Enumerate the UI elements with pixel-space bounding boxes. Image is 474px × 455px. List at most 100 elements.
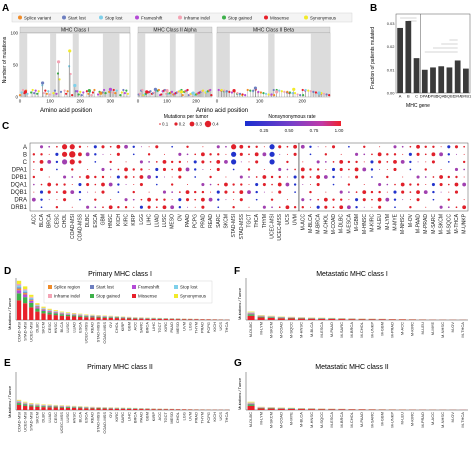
heat-dot (33, 184, 35, 186)
heat-dot (94, 176, 96, 178)
domain-shade (268, 33, 274, 97)
row-label: DRA (14, 198, 27, 204)
heat-dot (302, 184, 303, 185)
heat-dot (448, 206, 450, 208)
column-label: UVM (293, 214, 299, 225)
heat-dot (325, 169, 326, 170)
heat-dot (187, 184, 188, 185)
heat-dot (224, 191, 227, 194)
bar (422, 70, 428, 93)
legend-label: Inframe indel (184, 15, 210, 20)
heat-dot (278, 191, 281, 194)
bar-segment (139, 409, 143, 410)
heat-dot (95, 192, 96, 193)
x-tick-label: M-SARC (369, 412, 374, 428)
x-tick-label: SKCM (41, 322, 46, 334)
column-label: UCS (285, 213, 291, 224)
lollipop-head (180, 90, 183, 93)
x-tick-label: UCEC-MSS (59, 412, 64, 434)
heat-dot (269, 144, 274, 149)
x-tick-label: TGCT (163, 411, 168, 422)
x-tick-label: THCA (224, 322, 229, 333)
heat-dot (440, 183, 443, 186)
lollipop-head (60, 91, 62, 93)
column-label: UCEC-MSS (277, 213, 283, 240)
bar-segment (308, 409, 315, 410)
legend-label: Splice variant (24, 15, 52, 20)
lollipop-head (252, 90, 254, 92)
heat-dot (126, 161, 127, 162)
domain-shade (73, 33, 79, 97)
heat-dot (355, 175, 358, 178)
lollipop-head (55, 93, 57, 95)
heat-dot (310, 153, 312, 155)
heat-dot (463, 161, 465, 163)
legend-swatch (62, 16, 66, 20)
heat-dot (209, 198, 213, 202)
x-tick-label: M-ACC (400, 322, 405, 335)
heat-dot (55, 153, 58, 156)
bar-segment (308, 319, 315, 320)
heat-dot (287, 154, 288, 155)
bar-segment (369, 319, 376, 320)
bar-segment (41, 310, 45, 311)
heat-dot (140, 183, 143, 186)
legend-swatch (174, 285, 178, 289)
heat-dot (286, 183, 290, 187)
heat-dot (56, 169, 58, 171)
column-label: DLBC (85, 214, 91, 228)
bar-segment (145, 319, 149, 320)
heat-dot (348, 183, 350, 185)
heat-dot (86, 152, 90, 156)
heat-dot (462, 205, 466, 209)
legend-swatch (48, 294, 52, 298)
heat-dot (410, 146, 412, 148)
heat-dot (147, 175, 151, 179)
heat-dot (70, 190, 74, 194)
bar-segment (379, 319, 386, 320)
bar-segment (96, 318, 100, 320)
heat-dot (371, 168, 373, 170)
heat-dot (332, 145, 335, 148)
bar-segment (298, 318, 305, 319)
lollipop-head (20, 91, 22, 93)
lollipop-head (125, 90, 127, 92)
bar (414, 58, 420, 93)
heat-dot (286, 161, 288, 163)
bar-segment (23, 294, 27, 297)
bar-segment (29, 297, 33, 298)
heat-dot (224, 183, 228, 187)
lollipop-head (81, 94, 83, 96)
heat-dot (409, 161, 411, 163)
heat-dot (316, 175, 320, 179)
size-legend-label: 0.3 (196, 122, 203, 127)
lollipop-head (296, 93, 298, 95)
bar-segment (47, 314, 51, 320)
lollipop-head (139, 93, 141, 95)
heat-dot (362, 168, 366, 172)
x-tick-label: M-PAAD (359, 412, 364, 427)
heat-dot (378, 206, 381, 209)
heat-dot (133, 184, 134, 185)
bar-segment (298, 409, 305, 410)
bar-segment (176, 319, 180, 320)
heat-dot (163, 198, 165, 200)
lollipop-head (223, 90, 225, 92)
column-label: M-OV (408, 213, 414, 227)
heat-dot (417, 153, 420, 156)
heat-dot (332, 198, 334, 200)
row-label: DQA1 (11, 183, 28, 189)
heat-dot (394, 206, 396, 208)
heat-dot (72, 207, 73, 208)
heat-dot (417, 183, 419, 185)
bar-segment (188, 319, 192, 320)
panel-g-title: Metastatic MHC class II (315, 364, 389, 371)
heat-dot (448, 198, 450, 200)
row-label: B (23, 152, 27, 158)
heat-dot (163, 160, 167, 164)
bar-segment (54, 313, 58, 314)
bar-segment (164, 319, 168, 320)
heat-dot (178, 168, 182, 172)
